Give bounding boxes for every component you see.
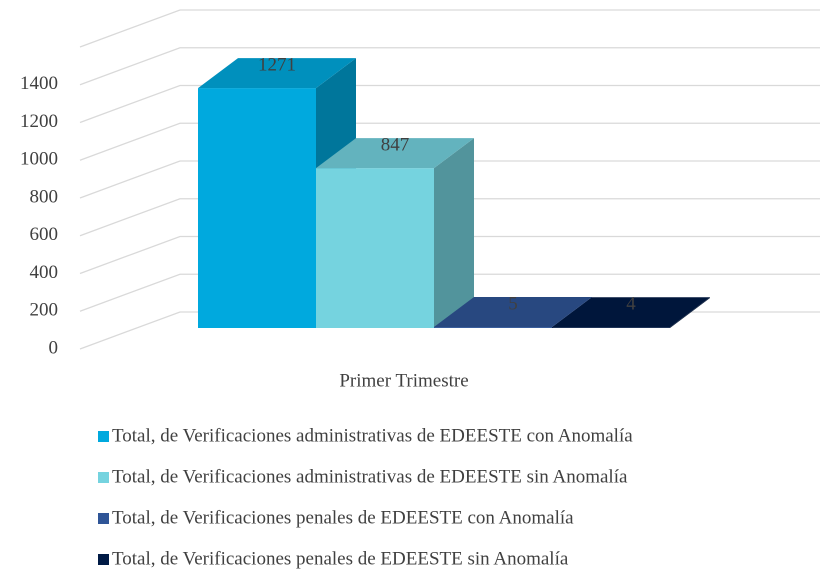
grid-line — [79, 47, 820, 86]
y-tick-label: 200 — [30, 300, 59, 321]
bar-top — [198, 58, 356, 89]
legend-swatch — [98, 513, 109, 524]
bar — [198, 88, 316, 328]
data-label: 5 — [508, 293, 518, 314]
y-tick-label: 1400 — [20, 73, 58, 94]
grid-line — [79, 122, 820, 161]
legend-swatch — [98, 554, 109, 565]
y-tick-label: 400 — [30, 262, 59, 283]
grid-frame — [79, 9, 820, 48]
grid-line — [79, 84, 820, 124]
y-tick-label: 600 — [30, 224, 59, 245]
bar-top — [552, 297, 710, 328]
y-tick-label: 0 — [49, 337, 59, 358]
y-tick-label: 1200 — [20, 111, 58, 132]
grid-line — [79, 198, 820, 237]
legend-label: Total, de Verificaciones penales de EDEE… — [112, 548, 569, 569]
bar-side — [434, 138, 474, 328]
legend-label: Total, de Verificaciones penales de EDEE… — [112, 507, 574, 528]
grid-line — [79, 160, 820, 199]
bar-side — [670, 297, 710, 328]
bar — [434, 327, 552, 328]
bar — [316, 168, 434, 328]
data-label: 1271 — [258, 54, 296, 75]
legend-label: Total, de Verificaciones administrativas… — [112, 466, 628, 487]
legend-swatch — [98, 431, 109, 442]
data-label: 847 — [381, 134, 410, 155]
legend-swatch — [98, 472, 109, 483]
bar — [552, 327, 670, 328]
bar-top — [316, 138, 474, 169]
grid-line — [79, 235, 820, 275]
grid-line — [79, 273, 820, 312]
y-tick-label: 800 — [30, 186, 59, 207]
y-tick-label: 1000 — [20, 149, 58, 170]
x-tick-label: Primer Trimestre — [339, 370, 468, 391]
data-label: 4 — [626, 294, 636, 315]
legend-label: Total, de Verificaciones administrativas… — [112, 425, 633, 446]
bar-top — [434, 297, 592, 328]
